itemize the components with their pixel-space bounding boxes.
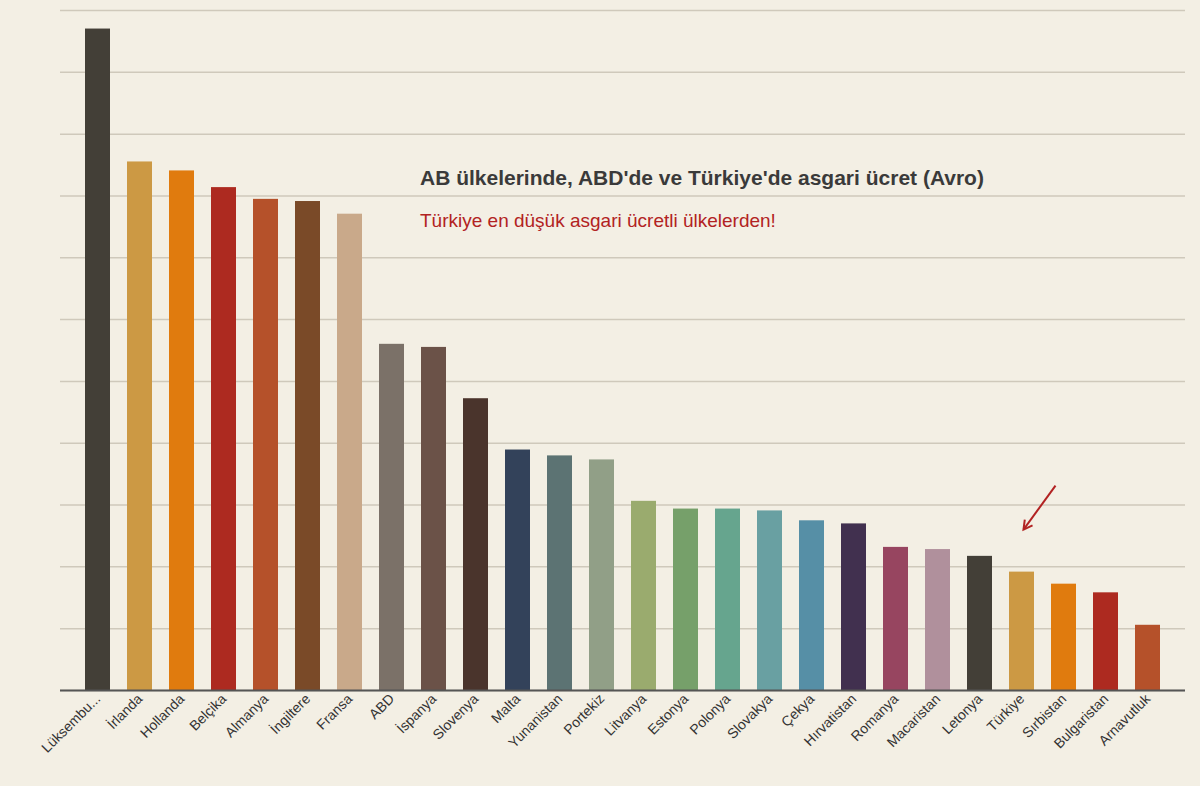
svg-text:İrlanda: İrlanda [103,690,145,732]
svg-text:Romanya: Romanya [847,690,902,745]
svg-text:Çekya: Çekya [778,690,818,730]
svg-text:Fransa: Fransa [313,690,355,732]
svg-text:Hollanda: Hollanda [137,690,188,741]
html-text:Türkiye en düşük asgari ücretl: Türkiye en düşük asgari ücretli ülkelerd… [420,210,776,231]
svg-text:Letonya: Letonya [939,690,986,737]
svg-text:Belçika: Belçika [186,690,230,734]
svg-text:Litvanya: Litvanya [601,690,649,738]
svg-text:Bulgaristan: Bulgaristan [1050,690,1112,752]
svg-text:Almanya: Almanya [221,690,271,740]
svg-text:ABD: ABD [366,690,398,722]
svg-text:Malta: Malta [488,690,524,726]
svg-text:Polonya: Polonya [686,690,734,738]
svg-text:Slovenya: Slovenya [429,690,481,742]
svg-text:Macaristan: Macaristan [884,690,944,750]
svg-text:İspanya: İspanya [393,690,440,737]
svg-text:Portekiz: Portekiz [560,690,607,737]
svg-text:Sırbistan: Sırbistan [1018,690,1070,741]
svg-text:Lüksembu...: Lüksembu... [38,690,103,755]
svg-text:Hırvatistan: Hırvatistan [801,690,860,749]
svg-text:Estonya: Estonya [644,690,691,737]
html-text:AB ülkelerinde, ABD'de ve Türk: AB ülkelerinde, ABD'de ve Türkiye'de asg… [420,166,984,189]
svg-text:Yunanistan: Yunanistan [505,690,565,750]
svg-text:Slovakya: Slovakya [724,690,776,742]
svg-text:Türkiye: Türkiye [983,690,1028,735]
svg-text:Arnavutluk: Arnavutluk [1095,690,1154,749]
svg-text:İngiltere: İngiltere [266,690,313,737]
